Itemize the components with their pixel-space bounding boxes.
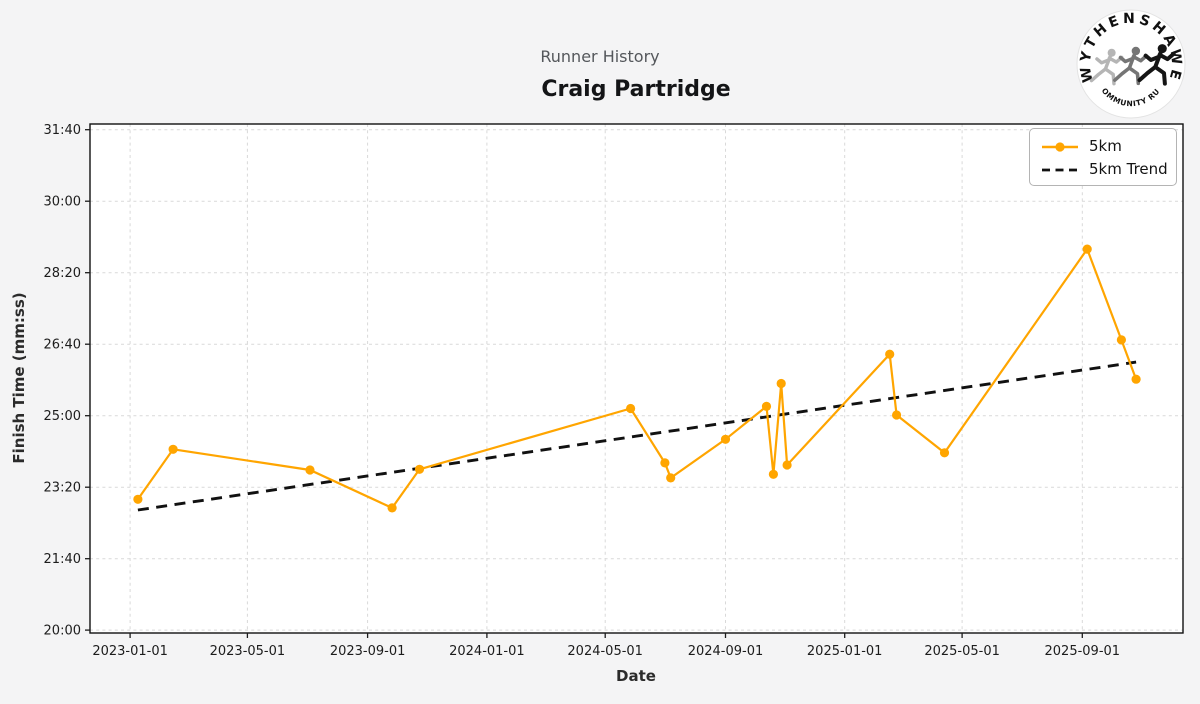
- club-logo: WYTHENSHAWE COMMUNITY RUN: [1074, 6, 1186, 119]
- legend-label-5km: 5km: [1089, 137, 1122, 155]
- trend-line: [137, 360, 1137, 512]
- plot-frame: [89, 123, 1184, 634]
- y-tick-label: 20:00: [44, 624, 81, 639]
- data-point: [305, 465, 315, 475]
- runner-icon: [1113, 46, 1149, 86]
- runner-icon: [1089, 48, 1124, 86]
- data-point: [660, 458, 670, 468]
- plot-area: [90, 124, 1183, 633]
- data-point: [776, 378, 786, 389]
- data-point: [666, 473, 676, 483]
- chart-legend: 5km 5km Trend: [1029, 128, 1177, 186]
- data-point: [761, 401, 772, 411]
- x-tick-label: 2025-01-01: [807, 644, 883, 659]
- data-point: [626, 403, 636, 414]
- data-point: [885, 349, 895, 359]
- y-tick-label: 30:00: [44, 195, 81, 210]
- y-tick-label: 23:20: [44, 481, 81, 496]
- y-tick-label: 25:00: [44, 409, 81, 424]
- x-tick-label: 2025-09-01: [1045, 644, 1121, 659]
- x-tick-label: 2024-01-01: [449, 644, 525, 659]
- y-tick-label: 31:40: [44, 123, 81, 138]
- figure-subtitle: Runner History: [540, 47, 659, 66]
- legend-item-5km: 5km: [1040, 135, 1168, 158]
- y-tick-label: 26:40: [44, 338, 81, 353]
- tick-label-layer: 2023-01-01 2023-05-01 2023-09-01 2024-01-01…: [44, 123, 1121, 659]
- data-point: [387, 503, 397, 513]
- data-point: [133, 494, 143, 504]
- data-point: [1116, 335, 1126, 345]
- y-axis-label: Finish Time (mm:ss): [10, 292, 28, 463]
- x-tick-label: 2025-05-01: [924, 644, 1000, 659]
- runner-icon: [1137, 44, 1176, 86]
- series-layer: [133, 244, 1141, 513]
- data-point: [939, 448, 950, 458]
- y-tick-label: 28:20: [44, 266, 81, 281]
- x-tick-label: 2023-01-01: [92, 644, 168, 659]
- x-tick-label: 2023-05-01: [210, 644, 286, 659]
- legend-dashed-sample: [1042, 168, 1078, 171]
- data-point: [720, 434, 731, 444]
- x-tick-label: 2024-09-01: [688, 644, 764, 659]
- data-point: [1131, 374, 1141, 384]
- page-title: Craig Partridge: [541, 77, 730, 102]
- x-tick-label: 2023-09-01: [330, 644, 406, 659]
- data-point: [1082, 244, 1092, 254]
- tick-layer: [85, 129, 1083, 638]
- legend-item-5km-trend: 5km Trend: [1040, 158, 1168, 181]
- data-point: [168, 444, 178, 454]
- y-tick-label: 21:40: [44, 552, 81, 567]
- x-tick-label: 2024-05-01: [567, 644, 643, 659]
- data-point: [782, 460, 792, 470]
- data-point: [414, 464, 425, 474]
- data-point: [768, 469, 779, 479]
- x-axis-label: Date: [616, 667, 656, 685]
- data-point: [892, 410, 902, 420]
- legend-line-marker-sample: [1042, 141, 1078, 152]
- grid-layer: [90, 124, 1183, 633]
- legend-label-5km-trend: 5km Trend: [1089, 160, 1168, 178]
